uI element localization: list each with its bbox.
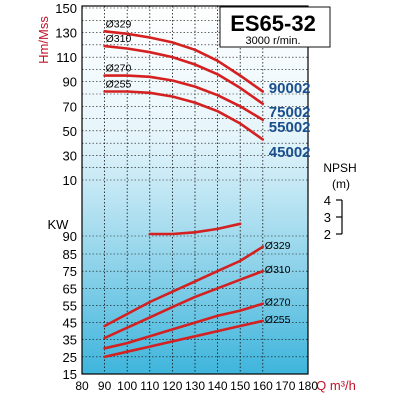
chart-title: ES65-32 [230, 11, 316, 36]
y-tick-label-kw: 90 [63, 229, 77, 244]
head-curve-line [103, 30, 265, 93]
tick-labels: 80 90 100 110 120 130 140 150 160 170 180103050709… [55, 1, 318, 393]
head-curve-label: Ø270 [106, 63, 132, 75]
y-tick-label-kw: 45 [63, 316, 77, 331]
power-curve-label: Ø329 [265, 240, 291, 252]
y-tick-label-kw: 65 [63, 281, 77, 296]
y-axis-label-power: KW [48, 217, 70, 232]
power-curve-label: Ø255 [265, 314, 291, 326]
head-curve-line [103, 44, 265, 106]
head-curve-label: Ø255 [106, 79, 132, 91]
head-curve-line [103, 90, 265, 141]
y-tick-label-kw: 35 [63, 333, 77, 348]
grid [81, 5, 309, 375]
plot-background [82, 6, 308, 374]
model-label: 75002 [269, 104, 311, 121]
npsh-tick-label: 2 [324, 227, 331, 242]
y-tick-label-kw: 25 [63, 350, 77, 365]
npsh-axis: 2 3 4 [324, 193, 343, 242]
x-tick-label: 140 [208, 379, 228, 393]
title-box: ES65-32 3000 r/min. [219, 6, 331, 48]
y-axis-label-head: Hm/Mss [36, 16, 51, 64]
y-tick-label-head: 10 [63, 173, 77, 188]
y-tick-label-kw: 85 [63, 247, 77, 262]
model-label: 45002 [269, 144, 311, 161]
y-tick-label-head: 150 [55, 1, 77, 16]
head-curve-line [103, 74, 265, 122]
power-curve-line [103, 269, 265, 340]
power-curve-line [103, 302, 265, 350]
x-tick-label: 100 [117, 379, 137, 393]
y-tick-label-kw: 15 [63, 367, 77, 382]
npsh-tick-label: 3 [324, 210, 331, 225]
npsh-axis-label: NPSH [323, 161, 356, 175]
y-tick-label-head: 30 [63, 148, 77, 163]
power-curve-line [103, 319, 265, 359]
model-label: 90002 [269, 80, 311, 97]
x-tick-label: 150 [230, 379, 250, 393]
y-tick-label-head: 130 [55, 26, 77, 41]
x-axis-label: Q m³/h [316, 378, 356, 393]
npsh-tick-label: 4 [324, 193, 331, 208]
chart-subtitle: 3000 r/min. [245, 35, 300, 47]
npsh-curve-line [148, 222, 242, 236]
y-tick-label-head: 90 [63, 75, 77, 90]
x-tick-label: 80 [75, 379, 89, 393]
y-tick-label-head: 70 [63, 99, 77, 114]
model-label: 55002 [269, 119, 311, 136]
x-tick-label: 160 [253, 379, 273, 393]
head-curve-label: Ø310 [106, 33, 132, 45]
power-curve-line [103, 245, 265, 328]
x-tick-label: 130 [185, 379, 205, 393]
npsh-axis-unit: (m) [332, 177, 350, 191]
plot-frame [81, 5, 309, 375]
power-curve-label: Ø310 [265, 264, 291, 276]
y-tick-label-head: 110 [56, 50, 77, 65]
head-curve-label: Ø329 [106, 18, 132, 30]
x-tick-label: 110 [140, 379, 159, 393]
y-tick-label-head: 50 [63, 124, 77, 139]
x-tick-label: 120 [162, 379, 182, 393]
power-curve-label: Ø270 [265, 297, 291, 309]
curves [103, 30, 265, 359]
axis-labels: Hm/Mss KW Q m³/h NPSH (m) [36, 16, 357, 393]
x-tick-label: 90 [98, 379, 112, 393]
y-tick-label-kw: 75 [63, 264, 77, 279]
x-tick-label: 170 [275, 379, 295, 393]
y-tick-label-kw: 55 [63, 298, 77, 313]
x-tick-label: 180 [298, 379, 318, 393]
